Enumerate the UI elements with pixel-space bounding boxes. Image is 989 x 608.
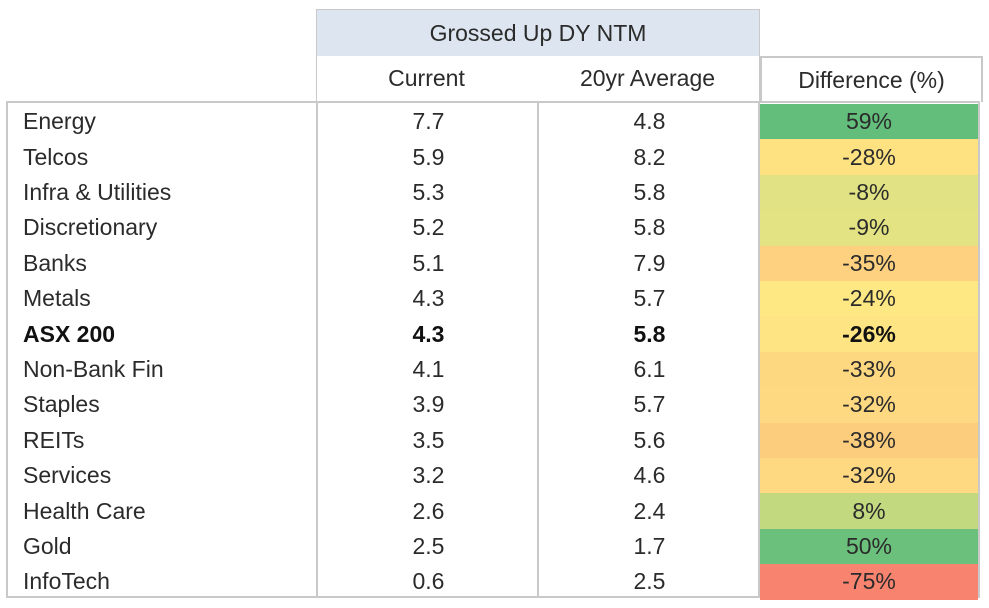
difference-value: -26% xyxy=(760,316,978,352)
table-row: Discretionary 5.2 5.8 -9% xyxy=(8,210,978,246)
current-value: 0.6 xyxy=(412,568,445,595)
header-block xyxy=(316,55,760,101)
current-value: 5.1 xyxy=(412,249,445,276)
table-row: InfoTech 0.6 2.5 -75% xyxy=(8,564,978,600)
average-value: 4.6 xyxy=(633,462,666,489)
difference-value: -75% xyxy=(760,564,978,600)
column-divider xyxy=(537,101,539,598)
group-header-dy-ntm: Grossed Up DY NTM xyxy=(316,9,760,56)
current-value: 4.3 xyxy=(412,285,445,312)
average-value: 6.1 xyxy=(633,355,666,382)
row-label: Infra & Utilities xyxy=(23,178,172,205)
table-row: REITs 3.5 5.6 -38% xyxy=(8,422,978,458)
row-label: REITs xyxy=(23,426,85,453)
row-label: Gold xyxy=(23,532,72,559)
table-row: Staples 3.9 5.7 -32% xyxy=(8,387,978,423)
average-value: 5.7 xyxy=(633,391,666,418)
average-value: 7.9 xyxy=(633,249,666,276)
average-value: 2.5 xyxy=(633,568,666,595)
row-label: InfoTech xyxy=(23,568,110,595)
current-value: 2.5 xyxy=(412,532,445,559)
average-value: 1.7 xyxy=(633,532,666,559)
column-header-difference: Difference (%) xyxy=(760,56,983,102)
row-label: Services xyxy=(23,462,112,489)
row-label: Energy xyxy=(23,108,96,135)
average-value: 4.8 xyxy=(633,108,666,135)
difference-value: -28% xyxy=(760,139,978,175)
difference-value: -32% xyxy=(760,387,978,423)
difference-value: -33% xyxy=(760,351,978,388)
table-row: Gold 2.5 1.7 50% xyxy=(8,528,978,565)
row-label: ASX 200 xyxy=(23,320,116,347)
average-value: 5.7 xyxy=(633,285,666,312)
current-value: 3.2 xyxy=(412,462,445,489)
row-label: Banks xyxy=(23,249,87,276)
current-value: 5.2 xyxy=(412,214,445,241)
row-label: Health Care xyxy=(23,497,146,524)
table-row: Non-Bank Fin 4.1 6.1 -33% xyxy=(8,351,978,388)
table-row: Services 3.2 4.6 -32% xyxy=(8,458,978,494)
difference-value: -8% xyxy=(760,174,978,211)
table-row: Telcos 5.9 8.2 -28% xyxy=(8,139,978,175)
average-value: 5.6 xyxy=(633,426,666,453)
table-row: Metals 4.3 5.7 -24% xyxy=(8,281,978,317)
current-value: 2.6 xyxy=(412,497,445,524)
column-divider xyxy=(758,101,760,598)
row-label: Discretionary xyxy=(23,214,158,241)
row-label: Metals xyxy=(23,285,91,312)
current-value: 5.9 xyxy=(412,143,445,170)
average-value: 5.8 xyxy=(633,320,666,347)
difference-value: -32% xyxy=(760,458,978,494)
current-value: 5.3 xyxy=(412,178,445,205)
row-label: Non-Bank Fin xyxy=(23,355,164,382)
data-table xyxy=(6,101,980,598)
average-value: 2.4 xyxy=(633,497,666,524)
current-value: 7.7 xyxy=(412,108,445,135)
row-label: Staples xyxy=(23,391,100,418)
difference-value: 59% xyxy=(760,104,978,140)
current-value: 4.3 xyxy=(412,320,445,347)
column-header-current: Current xyxy=(388,64,465,91)
difference-value: -35% xyxy=(760,245,978,281)
current-value: 3.9 xyxy=(412,391,445,418)
table-row: Infra & Utilities 5.3 5.8 -8% xyxy=(8,174,978,211)
difference-value: 8% xyxy=(760,493,978,529)
current-value: 4.1 xyxy=(412,355,445,382)
table-row: ASX 200 4.3 5.8 -26% xyxy=(8,316,978,352)
column-divider xyxy=(316,101,318,598)
average-value: 5.8 xyxy=(633,214,666,241)
column-header-20yr-average: 20yr Average xyxy=(579,64,716,91)
average-value: 5.8 xyxy=(633,178,666,205)
difference-value: 50% xyxy=(760,528,978,565)
difference-value: -9% xyxy=(760,210,978,246)
table-row: Energy 7.7 4.8 59% xyxy=(8,104,978,140)
average-value: 8.2 xyxy=(633,143,666,170)
row-label: Telcos xyxy=(23,143,89,170)
difference-value: -24% xyxy=(760,281,978,317)
table-row: Health Care 2.6 2.4 8% xyxy=(8,493,978,529)
current-value: 3.5 xyxy=(412,426,445,453)
difference-value: -38% xyxy=(760,422,978,458)
table-row: Banks 5.1 7.9 -35% xyxy=(8,245,978,281)
